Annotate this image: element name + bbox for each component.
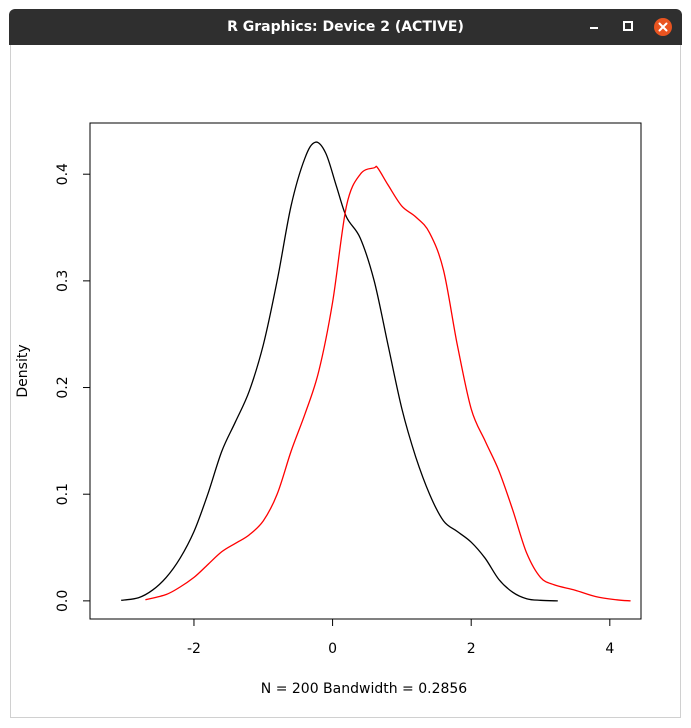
y-tick-label: 0.0 [55, 590, 71, 612]
density-curve [121, 141, 558, 602]
y-tick-label: 0.1 [55, 483, 71, 505]
density-curve [145, 165, 631, 602]
close-button[interactable] [653, 17, 673, 37]
y-axis-label: Density [15, 344, 31, 397]
x-tick-label: -2 [187, 641, 201, 657]
minimize-icon [590, 27, 598, 29]
y-tick-label: 0.2 [55, 376, 71, 398]
close-icon [654, 18, 672, 36]
x-axis: -2 0 2 4 [187, 618, 614, 657]
graphics-device-canvas: -2 0 2 4 0.0 0.1 0.2 0.3 0.4 N = 200 Bandwidth … [10, 45, 681, 718]
x-tick-label: 0 [328, 641, 337, 657]
density-curves [121, 141, 631, 602]
y-tick-label: 0.3 [55, 270, 71, 292]
x-tick-label: 4 [605, 641, 614, 657]
maximize-icon [623, 21, 633, 31]
y-tick-label: 0.4 [55, 163, 71, 185]
density-plot: -2 0 2 4 0.0 0.1 0.2 0.3 0.4 N = 200 Bandwidth … [15, 122, 642, 697]
minimize-button[interactable] [585, 17, 605, 37]
window-titlebar[interactable]: R Graphics: Device 2 (ACTIVE) [9, 9, 682, 45]
x-tick-label: 2 [467, 641, 476, 657]
x-axis-label: N = 200 Bandwidth = 0.2856 [261, 681, 468, 697]
y-axis: 0.0 0.1 0.2 0.3 0.4 [55, 163, 91, 612]
plot-box [89, 122, 642, 620]
maximize-button[interactable] [619, 17, 639, 37]
window-title: R Graphics: Device 2 (ACTIVE) [227, 19, 464, 35]
